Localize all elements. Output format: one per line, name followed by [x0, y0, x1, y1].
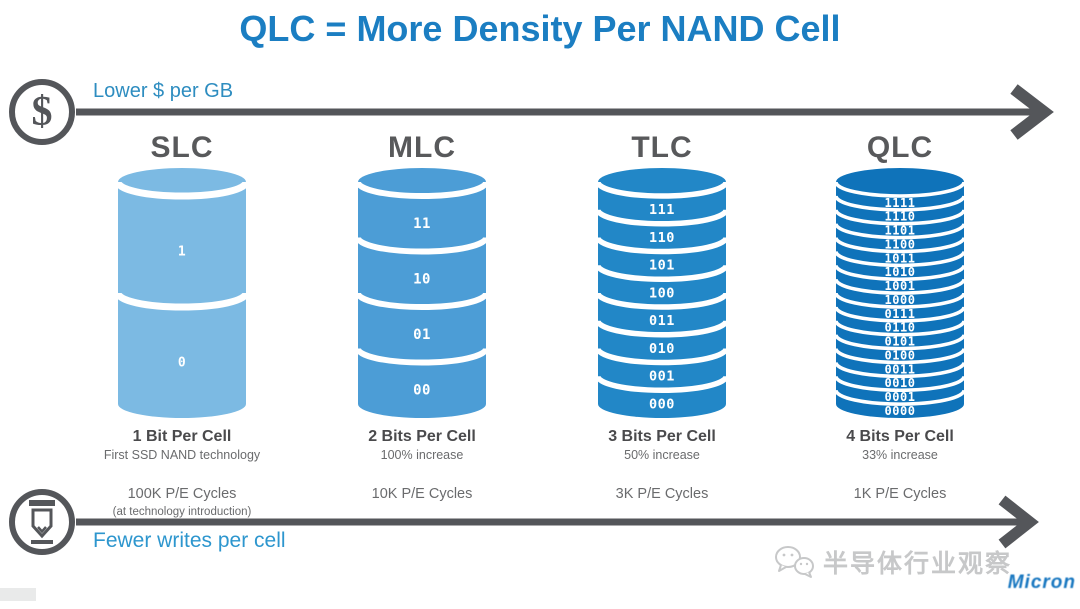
bit-label: 1 — [178, 245, 186, 260]
column-tlc: TLC 111 110 101 100 011 010 001 000 3 Bits Per … — [542, 131, 782, 551]
dollar-icon: $ — [31, 89, 53, 135]
bits-per-cell-subtext: First SSD NAND technology — [103, 448, 261, 462]
bit-label: 0010 — [885, 376, 916, 390]
bit-label: 101 — [649, 258, 675, 274]
bit-label: 0111 — [885, 307, 916, 321]
dollar-circle: $ — [9, 79, 75, 145]
bit-label: 1001 — [885, 279, 916, 293]
bit-label: 0001 — [885, 390, 916, 404]
bit-label: 1011 — [885, 251, 916, 265]
bit-label: 1000 — [885, 293, 916, 307]
bits-per-cell-subtext: 33% increase — [862, 448, 938, 462]
bit-label: 001 — [649, 369, 675, 385]
column-mlc: MLC 11 10 01 00 2 Bits Per Cell 100% increa… — [302, 131, 542, 551]
column-title-tlc: TLC — [631, 131, 693, 164]
fewer-writes-arrow — [76, 495, 1039, 549]
column-title-qlc: QLC — [866, 131, 934, 164]
bit-label: 011 — [649, 313, 675, 329]
scan-artifact — [0, 588, 36, 601]
pen-circle — [9, 489, 75, 555]
bits-per-cell-label: 4 Bits Per Cell — [846, 428, 954, 445]
bits-per-cell-subtext: 50% increase — [624, 448, 700, 462]
bit-label: 0 — [178, 356, 186, 371]
lower-cost-arrow — [76, 84, 1054, 140]
bit-label: 110 — [649, 230, 675, 246]
bit-label: 0110 — [885, 321, 916, 335]
bit-label: 010 — [649, 341, 675, 357]
cylinder-tlc: 111 110 101 100 011 010 001 000 — [587, 166, 737, 422]
pe-cycles-label: 100K P/E Cycles — [127, 486, 237, 502]
pen-icon — [29, 500, 55, 544]
bit-label: 111 — [649, 202, 675, 218]
bit-label: 00 — [413, 383, 431, 399]
pe-cycles-label: 1K P/E Cycles — [853, 486, 947, 502]
bit-label: 01 — [413, 327, 431, 343]
bits-per-cell-label: 3 Bits Per Cell — [608, 428, 716, 445]
bit-label: 11 — [413, 216, 431, 232]
column-title-slc: SLC — [150, 131, 214, 164]
bit-label: 1111 — [885, 196, 916, 210]
bit-label: 100 — [649, 285, 675, 301]
micron-logo: Micron — [1007, 572, 1076, 593]
bits-per-cell-label: 1 Bit Per Cell — [132, 428, 232, 445]
watermark-text: 半导体行业观察 — [822, 550, 1012, 578]
bit-label: 1010 — [885, 265, 916, 279]
cylinder-qlc: 1111 1110 1101 1100 1011 1010 1001 1000 0111 0110… — [825, 166, 975, 422]
fewer-writes-label: Fewer writes per cell — [93, 529, 286, 552]
pe-cycles-note: (at technology introduction) — [112, 506, 252, 518]
bits-per-cell-label: 2 Bits Per Cell — [368, 428, 476, 445]
bit-label: 1110 — [885, 210, 916, 224]
bit-label: 0000 — [885, 404, 916, 418]
column-qlc: QLC 1111 1110 1101 1100 1011 1010 1001 1000 0111… — [780, 131, 1020, 551]
pe-cycles-label: 10K P/E Cycles — [371, 486, 473, 502]
page-title: QLC = More Density Per NAND Cell — [239, 8, 841, 49]
pe-cycles-label: 3K P/E Cycles — [615, 486, 709, 502]
cylinder-mlc: 11 10 01 00 — [347, 166, 497, 422]
bits-per-cell-subtext: 100% increase — [380, 448, 464, 462]
watermark: 半导体行业观察 — [773, 544, 1012, 580]
bit-label: 0101 — [885, 335, 916, 349]
bit-label: 1101 — [885, 224, 916, 238]
bit-label: 1100 — [885, 237, 916, 251]
bit-label: 0011 — [885, 362, 916, 376]
bit-label: 0100 — [885, 348, 916, 362]
lower-cost-label: Lower $ per GB — [93, 80, 234, 102]
wechat-icon — [774, 546, 814, 578]
column-title-mlc: MLC — [388, 131, 456, 164]
bit-label: 000 — [649, 396, 675, 412]
bit-label: 10 — [413, 272, 431, 288]
